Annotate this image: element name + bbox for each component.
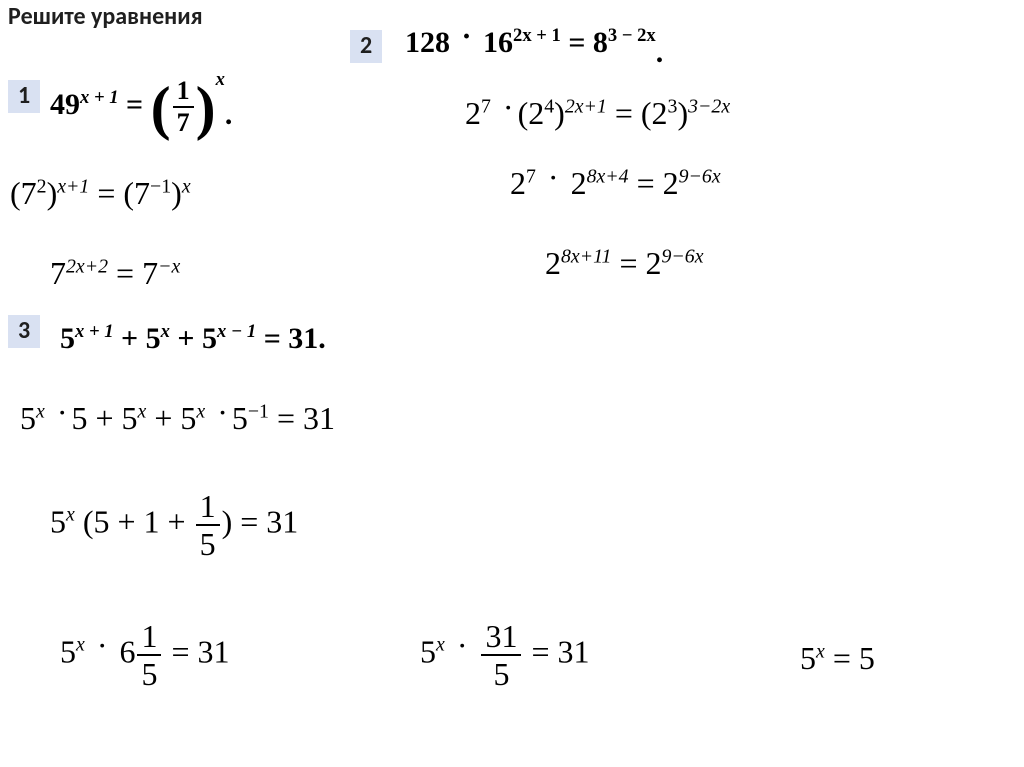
t: 5	[93, 503, 109, 539]
p1-frac-num: 1	[173, 78, 194, 108]
t: 5	[420, 633, 436, 669]
t: 5	[137, 656, 161, 690]
t: 2	[663, 165, 679, 201]
t: 8x+4	[587, 165, 629, 187]
t: 7	[50, 255, 66, 291]
t: 5	[232, 400, 248, 436]
t: x	[76, 634, 85, 656]
t: 5	[71, 400, 87, 436]
p1-step-1: (72)x+1 = (7−1)x	[10, 175, 191, 212]
problem-1-equation: 49x + 1 = ( 1 7 )x.	[50, 78, 232, 136]
t: 9−6x	[679, 165, 721, 187]
p2-exp-2: 3 − 2x	[608, 25, 656, 46]
t: 7	[481, 95, 491, 117]
t: 5	[800, 640, 816, 676]
t: 5	[481, 656, 521, 690]
t: 8x+11	[561, 245, 611, 267]
p2-step-1: 27 ·(24)2x+1 = (23)3−2x	[465, 95, 730, 132]
t: x	[36, 400, 45, 422]
t: 1	[196, 490, 220, 526]
t: 3	[668, 95, 678, 117]
t: 31	[198, 633, 230, 669]
p2-step-3: 28x+11 = 29−6x	[545, 245, 704, 282]
p3-step-3a: 5x · 6 1 5 = 31	[60, 620, 230, 690]
t: x	[196, 400, 205, 422]
t: 2	[646, 245, 662, 281]
t: 31	[266, 503, 298, 539]
t: −1	[248, 400, 269, 422]
t: 2	[465, 95, 481, 131]
t: x + 1	[75, 321, 114, 342]
t: 5	[146, 322, 161, 355]
t: 5	[180, 400, 196, 436]
p2-base-16: 16	[483, 26, 513, 59]
t: 5	[60, 633, 76, 669]
t: 2	[652, 95, 668, 131]
p3-step-3c: 5x = 5	[800, 640, 875, 677]
t: 2	[545, 245, 561, 281]
p3-step-1: 5x ·5 + 5x + 5x ·5−1 = 31	[20, 400, 335, 437]
t: 5	[50, 503, 66, 539]
t: 7	[142, 255, 158, 291]
t: 7	[526, 165, 536, 187]
p3-step-2: 5x (5 + 1 + 1 5 ) = 31	[50, 490, 298, 560]
t: 31	[303, 400, 335, 436]
problem-2-equation: 128 · 162x + 1 = 83 − 2x.	[405, 26, 663, 60]
t: 2	[571, 165, 587, 201]
t: 5	[196, 526, 220, 560]
t: 5	[122, 400, 138, 436]
math-slide: Решите уравнения 2 1 3 128 · 162x + 1 = …	[0, 0, 1024, 767]
problem-3-equation: 5x + 1 + 5x + 5x − 1 = 31.	[60, 322, 326, 356]
t: 4	[544, 95, 554, 117]
t: 5	[20, 400, 36, 436]
badge-2: 2	[350, 30, 382, 63]
t: x+1	[57, 175, 89, 197]
p2-const-128: 128	[405, 26, 450, 59]
p1-base-49: 49	[50, 88, 80, 121]
p1-step-2: 72x+2 = 7−x	[50, 255, 180, 292]
t: 2	[37, 175, 47, 197]
badge-1: 1	[8, 80, 40, 113]
p1-rhs-exp: x	[216, 69, 225, 90]
badge-3: 3	[8, 315, 40, 348]
t: −x	[158, 255, 180, 277]
t: x − 1	[217, 321, 256, 342]
t: x	[138, 400, 147, 422]
t: 1	[144, 503, 160, 539]
p2-exp-1: 2x + 1	[513, 25, 561, 46]
t: 5	[859, 640, 875, 676]
t: x	[182, 175, 191, 197]
t: 6	[119, 633, 135, 669]
t: 3−2x	[688, 95, 730, 117]
t: x	[66, 504, 75, 526]
p2-base-8: 8	[593, 26, 608, 59]
t: x	[161, 321, 170, 342]
t: −1	[150, 175, 171, 197]
t: 2x+1	[565, 95, 607, 117]
t: 5	[60, 322, 75, 355]
t: 1	[137, 620, 161, 656]
t: 5	[202, 322, 217, 355]
t: 7	[21, 175, 37, 211]
t: 31	[558, 633, 590, 669]
t: 9−6x	[662, 245, 704, 267]
p1-exp: x + 1	[80, 87, 119, 108]
p3-step-3b: 5x · 31 5 = 31	[420, 620, 590, 690]
t: 31	[481, 620, 521, 656]
t: 2x+2	[66, 255, 108, 277]
p2-step-2: 27 · 28x+4 = 29−6x	[510, 165, 721, 202]
t: 2	[510, 165, 526, 201]
p1-frac-den: 7	[173, 108, 194, 136]
t: x	[436, 634, 445, 656]
t: 2	[528, 95, 544, 131]
t: x	[816, 640, 825, 662]
page-title: Решите уравнения	[8, 2, 203, 31]
t: 31	[288, 322, 318, 355]
t: 7	[134, 175, 150, 211]
